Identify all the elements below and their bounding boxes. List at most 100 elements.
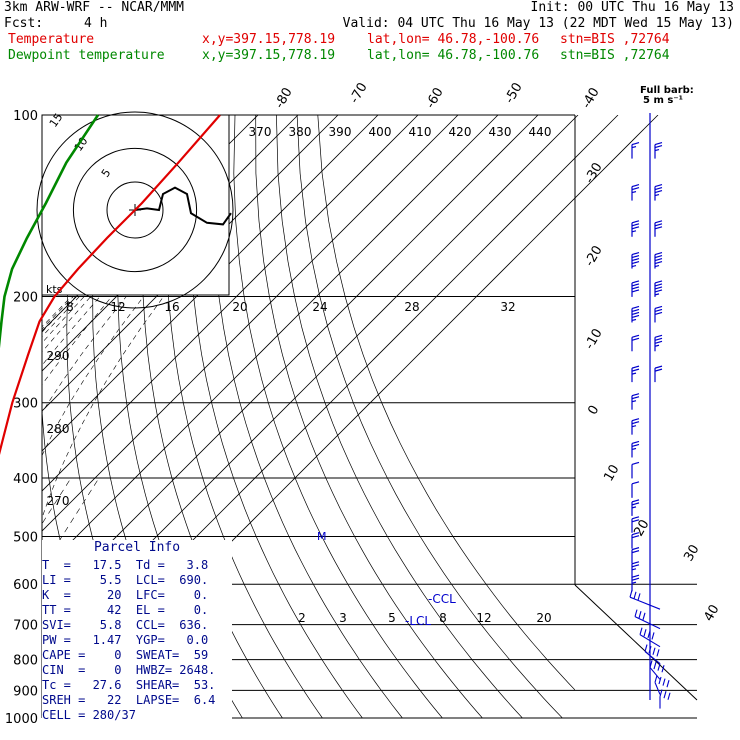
- wind-barb-left: [631, 305, 640, 323]
- wind-barb-left: [631, 251, 640, 269]
- barb-flag: [631, 308, 640, 313]
- barb-flag-low: [658, 676, 662, 685]
- barb-flag-low: [643, 629, 647, 637]
- barb-flag: [631, 547, 640, 551]
- wind-barb-low: [659, 689, 671, 709]
- parcel-info-row: SREH = 22 LAPSE= 6.4: [42, 693, 216, 707]
- wind-barb-right: [654, 251, 663, 269]
- barb-flag: [631, 334, 640, 338]
- wind-barb-left: [631, 561, 640, 578]
- mixing-ratio-label: 32: [500, 300, 515, 314]
- pressure-label: 100: [13, 109, 38, 124]
- mixing-ratio-label: 28: [404, 300, 419, 314]
- isotherm-label: 10: [601, 462, 622, 484]
- barb-flag: [654, 142, 663, 146]
- barb-staff-low: [654, 682, 661, 695]
- isotherm-line: [42, 115, 459, 532]
- wind-barb-left: [631, 547, 640, 564]
- barb-flag: [631, 574, 640, 578]
- barb-flag-low: [633, 591, 637, 599]
- barb-half: [631, 146, 637, 149]
- wind-barb-right: [654, 334, 663, 352]
- barb-flag: [631, 365, 640, 369]
- isotherm-label: -10: [582, 326, 606, 352]
- pressure-label: 400: [13, 472, 38, 487]
- wind-barb-right: [654, 305, 663, 323]
- barb-flag: [654, 311, 663, 316]
- barb-flag: [654, 365, 663, 369]
- barb-flag-low: [654, 675, 658, 683]
- barb-flag-low: [638, 611, 642, 619]
- pressure-label: 500: [13, 530, 38, 545]
- barb-flag-low: [659, 689, 663, 697]
- barb-flag: [654, 340, 663, 344]
- parcel-info-row: CIN = 0 HWBZ= 2648.: [42, 663, 216, 677]
- temperature-latlon: lat,lon= 46.78,-100.76: [367, 32, 540, 47]
- barb-half: [631, 318, 637, 322]
- temperature-trace: [0, 114, 221, 456]
- barb-flag: [631, 550, 640, 554]
- barb-flag-low: [644, 644, 648, 652]
- parcel-info-row: SVI= 5.8 CCL= 636.: [42, 618, 209, 632]
- parcel-info-row: K = 20 LFC= 0.: [42, 588, 209, 602]
- barb-flag: [654, 368, 663, 372]
- barb-flag: [631, 502, 640, 506]
- barb-flag: [654, 308, 663, 313]
- barb-flag-low: [663, 691, 667, 699]
- theta-label: 380: [289, 125, 312, 139]
- barb-half: [654, 293, 660, 296]
- mixing-ratio-line: [42, 477, 72, 525]
- isotherm-line: [42, 115, 499, 572]
- barb-flag-low: [651, 632, 655, 640]
- valid-time: Valid: 04 UTC Thu 16 May 13 (22 MDT Wed …: [342, 16, 734, 31]
- barb-flag: [631, 440, 640, 445]
- isotherm-label: -30: [582, 160, 606, 186]
- barb-flag-low: [652, 647, 656, 655]
- barb-flag: [654, 260, 663, 265]
- pressure-label: 700: [13, 619, 38, 634]
- barb-flag-low: [642, 612, 646, 620]
- barb-flag: [654, 220, 663, 224]
- dewpoint-legend: Dewpoint temperature: [8, 48, 165, 63]
- wind-barb-left: [631, 440, 640, 458]
- theta-left-label: 280: [47, 422, 70, 436]
- barb-half: [654, 149, 660, 152]
- ccl-marker: -CCL: [428, 592, 456, 606]
- wind-barb-left: [631, 481, 640, 498]
- barb-flag: [631, 283, 640, 287]
- mixing-ratio-line: [0, 478, 15, 718]
- hodograph-ring: [36, 111, 234, 309]
- wind-barb-left: [631, 280, 640, 297]
- barb-flag: [631, 286, 640, 290]
- dewpoint-latlon: lat,lon= 46.78,-100.76: [367, 48, 540, 63]
- barb-half: [631, 264, 637, 268]
- model-title: 3km ARW-WRF -- NCAR/MMM: [4, 0, 185, 15]
- barb-flag: [631, 260, 640, 265]
- barb-flag: [654, 254, 663, 259]
- dewpoint-xy: x,y=397.15,778.19: [202, 48, 336, 63]
- barb-staff-low: [644, 651, 661, 664]
- wind-barb-left: [631, 220, 640, 237]
- moist-adiabat: [42, 296, 164, 519]
- wind-barb-right: [654, 184, 663, 201]
- mixing-ratio-low-label: 12: [476, 611, 491, 625]
- theta-label: 430: [489, 125, 512, 139]
- barb-half: [631, 506, 637, 509]
- temperature-xy: x,y=397.15,778.19: [202, 32, 336, 47]
- mixing-ratio-label: 8: [66, 300, 74, 314]
- pressure-label: 800: [13, 654, 38, 669]
- hodograph-ring: [72, 147, 198, 273]
- barb-half: [631, 230, 637, 233]
- barb-flag: [631, 223, 640, 227]
- mixing-ratio-label: 20: [232, 300, 247, 314]
- barb-staff-low: [629, 596, 661, 610]
- barb-flag: [654, 226, 663, 230]
- barb-half: [631, 447, 637, 451]
- barb-flag: [631, 289, 640, 293]
- dry-adiabat: [211, 115, 403, 718]
- isotherm-line: [42, 115, 419, 492]
- dry-adiabat: [276, 115, 523, 718]
- barb-flag: [654, 145, 663, 149]
- parcel-info-row: TT = 42 EL = 0.: [42, 603, 209, 617]
- barb-flag: [654, 257, 663, 262]
